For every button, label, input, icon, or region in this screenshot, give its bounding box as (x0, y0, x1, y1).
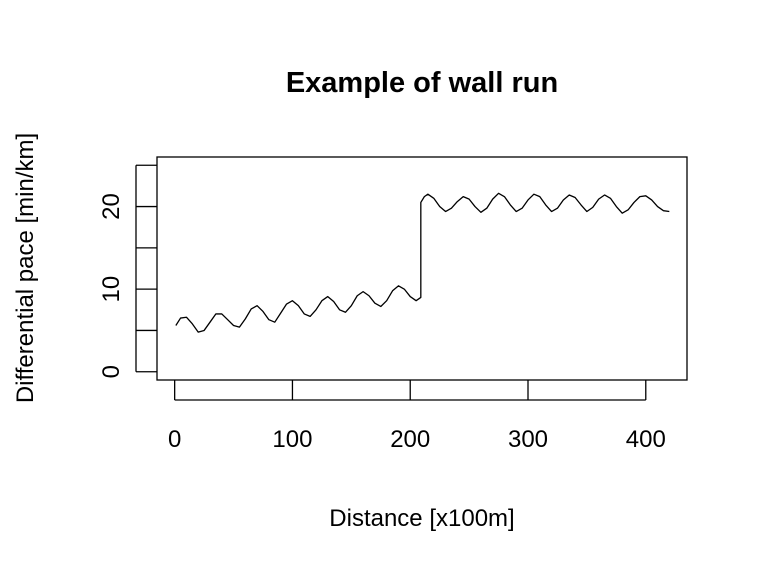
series-line (175, 192, 670, 333)
y-tick-label: 0 (98, 365, 125, 378)
y-axis: 0 10 20 (98, 164, 157, 378)
x-tick-label: 400 (626, 426, 666, 453)
x-axis: 0 100 200 300 400 (168, 380, 666, 453)
x-tick-label: 0 (168, 426, 181, 453)
y-axis-title: Differential pace [min/km] (12, 133, 39, 403)
chart-title: Example of wall run (286, 67, 558, 99)
y-tick-label: 20 (98, 193, 125, 220)
x-tick-label: 300 (508, 426, 548, 453)
y-tick-label: 10 (98, 276, 125, 303)
x-tick-label: 200 (390, 426, 430, 453)
plot-frame (156, 156, 688, 381)
series-layer (175, 192, 670, 333)
x-axis-title: Distance [x100m] (329, 505, 514, 532)
x-tick-label: 100 (272, 426, 312, 453)
